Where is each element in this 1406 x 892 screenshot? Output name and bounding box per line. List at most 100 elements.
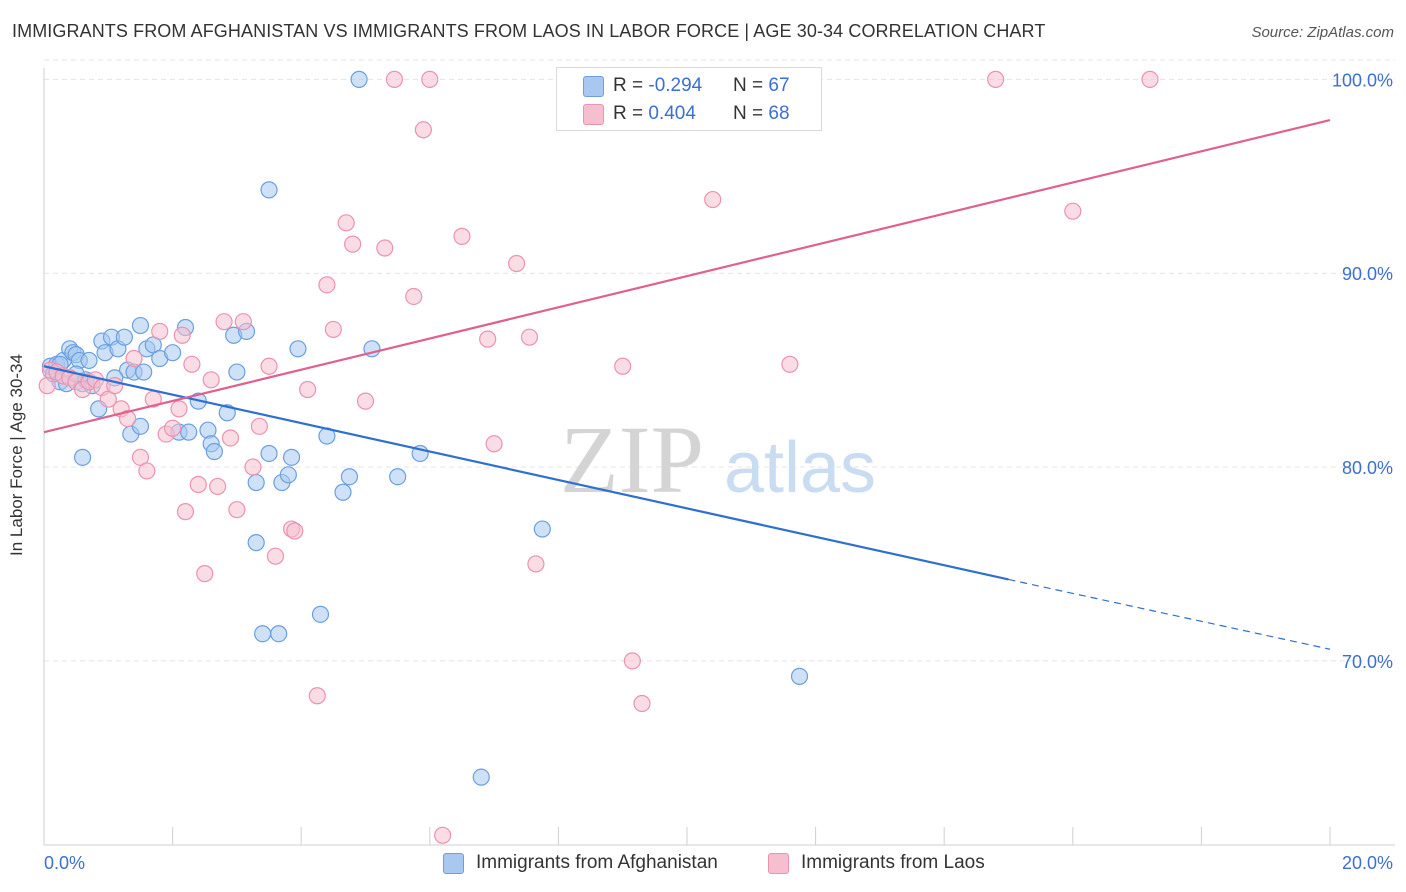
point-laos <box>299 380 317 399</box>
point-laos <box>234 313 252 331</box>
point-laos <box>520 328 539 346</box>
point-afghanistan <box>389 468 407 486</box>
point-laos <box>324 320 342 339</box>
point-laos <box>286 522 304 540</box>
y-tick-label: 90.0% <box>1342 264 1393 284</box>
point-afghanistan <box>350 70 368 88</box>
legend-n: N = 68 <box>733 103 790 124</box>
point-laos <box>434 826 452 844</box>
point-laos <box>376 239 394 257</box>
point-laos <box>189 475 207 494</box>
legend-n: N = 67 <box>733 75 790 96</box>
series-legend: Immigrants from Afghanistan Immigrants f… <box>0 852 1406 878</box>
point-laos <box>356 392 375 410</box>
grid-lines <box>44 59 1395 662</box>
point-laos <box>164 419 182 437</box>
x-tick-label: 0.0% <box>44 853 85 873</box>
point-laos <box>170 400 188 418</box>
x-tick-labels: 0.0% 20.0% <box>44 853 1393 873</box>
point-afghanistan <box>254 625 272 643</box>
point-laos <box>633 694 651 713</box>
point-afghanistan <box>131 417 150 435</box>
point-afghanistan <box>289 340 307 358</box>
point-laos <box>125 349 143 368</box>
point-laos <box>228 501 246 519</box>
point-afghanistan <box>131 316 150 335</box>
point-afghanistan <box>260 181 278 199</box>
point-laos <box>453 227 471 245</box>
point-laos <box>337 214 355 232</box>
point-afghanistan <box>205 442 223 461</box>
point-laos <box>244 458 262 476</box>
point-afghanistan <box>279 466 297 484</box>
point-afghanistan <box>115 328 133 346</box>
point-afghanistan <box>228 363 246 381</box>
source-label: Source: ZipAtlas.com <box>1251 24 1394 41</box>
point-laos <box>781 355 799 373</box>
point-laos <box>176 503 195 521</box>
point-laos <box>414 121 432 139</box>
point-laos <box>308 687 326 705</box>
y-axis-label: In Labor Force | Age 30-34 <box>7 354 26 556</box>
trend-line-afghanistan <box>43 365 1009 581</box>
point-laos <box>385 70 404 88</box>
point-afghanistan <box>247 473 265 492</box>
point-laos <box>38 377 56 395</box>
axes <box>43 68 1395 846</box>
point-laos <box>421 70 439 88</box>
point-laos <box>118 409 137 428</box>
point-afghanistan <box>270 625 288 643</box>
point-afghanistan <box>311 605 330 623</box>
legend-swatch-pink <box>768 852 789 874</box>
point-laos <box>1141 70 1159 88</box>
watermark: ZIP atlas <box>560 406 876 513</box>
point-laos <box>196 565 214 583</box>
point-afghanistan <box>260 444 278 463</box>
trend-lines <box>43 119 1331 650</box>
point-laos <box>405 287 423 306</box>
legend-swatch-blue <box>443 852 464 874</box>
legend-r: R = 0.404 <box>613 103 696 124</box>
data-points <box>38 70 1159 844</box>
y-tick-label: 100.0% <box>1332 70 1393 90</box>
watermark-atlas: atlas <box>724 428 876 508</box>
point-laos <box>1064 202 1082 220</box>
point-afghanistan <box>164 344 182 362</box>
point-laos <box>623 652 641 670</box>
point-laos <box>250 417 269 435</box>
point-afghanistan <box>73 448 92 466</box>
point-afghanistan <box>80 351 98 370</box>
chart-title: IMMIGRANTS FROM AFGHANISTAN VS IMMIGRANT… <box>12 21 1046 41</box>
trend-line-laos <box>43 119 1331 434</box>
legend-item-laos: Immigrants from Laos <box>768 852 985 874</box>
point-laos <box>987 70 1005 88</box>
point-afghanistan <box>247 534 265 552</box>
legend-item-afghanistan: Immigrants from Afghanistan <box>443 852 718 874</box>
point-laos <box>527 555 545 573</box>
point-laos <box>260 357 278 375</box>
point-laos <box>344 235 362 253</box>
point-laos <box>485 435 503 453</box>
point-afghanistan <box>135 363 153 381</box>
correlation-legend: R = -0.294 N = 67 R = 0.404 N = 68 <box>556 67 822 131</box>
point-laos <box>151 322 169 340</box>
point-laos <box>202 371 220 389</box>
y-tick-labels: 70.0% 80.0% 90.0% 100.0% <box>1332 70 1393 671</box>
point-afghanistan <box>340 468 359 486</box>
point-laos <box>138 462 156 480</box>
legend-swatch-pink <box>583 103 604 125</box>
legend-label-laos: Immigrants from Laos <box>801 852 985 873</box>
point-laos <box>183 355 201 373</box>
point-laos <box>209 477 227 496</box>
point-laos <box>215 313 233 331</box>
y-tick-label: 70.0% <box>1342 652 1393 672</box>
point-afghanistan <box>180 423 198 441</box>
point-laos <box>266 547 285 565</box>
point-laos <box>508 254 526 273</box>
trend-line-afghanistan-extension <box>1008 578 1331 650</box>
point-laos <box>704 190 722 209</box>
point-afghanistan <box>533 520 551 538</box>
point-laos <box>221 429 240 447</box>
point-afghanistan <box>472 768 490 786</box>
